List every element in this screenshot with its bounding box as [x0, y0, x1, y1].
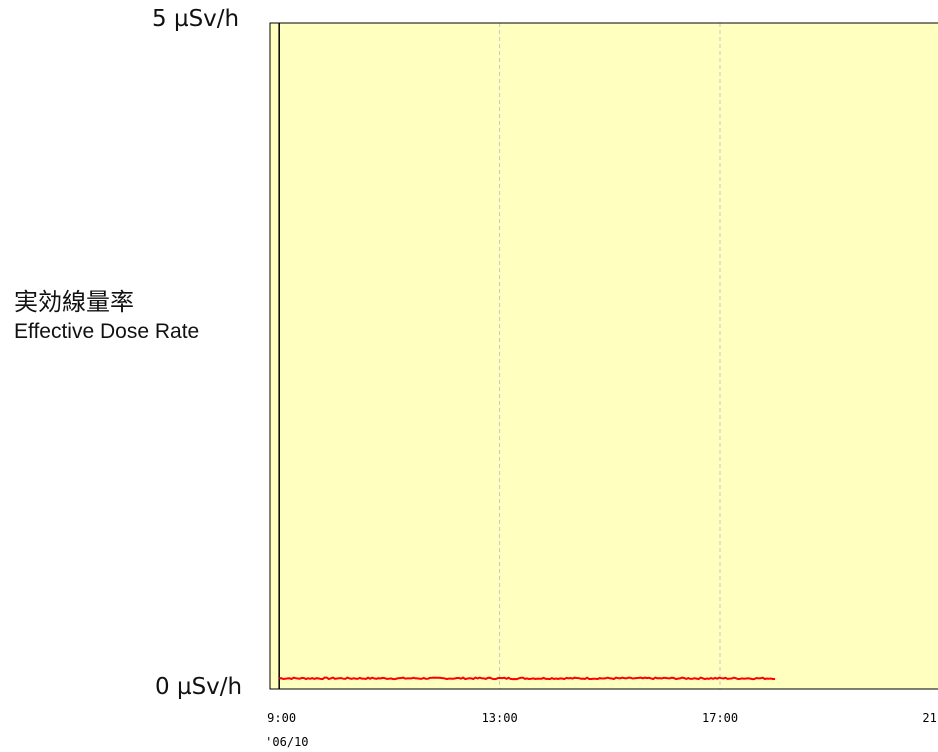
x-tick-label-2100: 21:00: [922, 711, 938, 725]
date-label: '06/10: [265, 735, 308, 749]
y-axis-title: 実効線量率 Effective Dose Rate: [14, 286, 199, 346]
y-axis-title-en: Effective Dose Rate: [14, 320, 200, 343]
y-axis-title-jp: 実効線量率: [14, 288, 134, 316]
y-min-label: 0 µSv/h: [155, 674, 243, 700]
x-tick-label-900: 9:00: [267, 711, 296, 725]
grid-lines: [499, 23, 721, 689]
plot-border: [269, 22, 938, 690]
x-tick-label-1300: 13:00: [482, 711, 518, 725]
series-dose-rate-line: [279, 676, 776, 681]
x-tick-label-1700: 17:00: [702, 711, 738, 725]
y-max-label: 5 µSv/h: [152, 6, 240, 32]
plot-area: [270, 23, 938, 689]
x-tick-labels: 9:00 13:00 17:00 21:00: [267, 711, 938, 725]
